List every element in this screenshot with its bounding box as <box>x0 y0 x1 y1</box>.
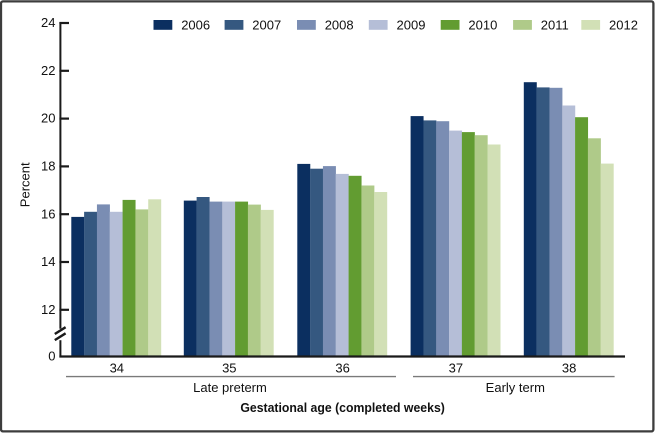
svg-text:2006: 2006 <box>181 18 210 33</box>
svg-text:2011: 2011 <box>541 18 569 33</box>
svg-text:Late preterm: Late preterm <box>193 380 267 395</box>
svg-text:20: 20 <box>41 111 55 126</box>
svg-text:12: 12 <box>41 302 55 317</box>
svg-text:22: 22 <box>41 63 55 78</box>
svg-text:Gestational age (completed wee: Gestational age (completed weeks) <box>240 400 445 415</box>
svg-text:14: 14 <box>41 254 55 269</box>
svg-text:2009: 2009 <box>397 18 426 33</box>
svg-text:18: 18 <box>41 159 55 174</box>
svg-text:2007: 2007 <box>252 18 281 33</box>
svg-text:Percent: Percent <box>17 162 32 207</box>
svg-text:16: 16 <box>41 206 55 221</box>
svg-text:35: 35 <box>222 361 236 376</box>
svg-text:38: 38 <box>562 361 576 376</box>
svg-text:Early term: Early term <box>486 380 545 395</box>
svg-text:0: 0 <box>48 348 55 363</box>
svg-text:34: 34 <box>110 361 124 376</box>
svg-text:2012: 2012 <box>609 18 638 33</box>
svg-text:36: 36 <box>335 361 349 376</box>
svg-text:2010: 2010 <box>468 18 497 33</box>
svg-text:2008: 2008 <box>325 18 354 33</box>
svg-text:37: 37 <box>449 361 463 376</box>
svg-text:24: 24 <box>41 15 55 30</box>
